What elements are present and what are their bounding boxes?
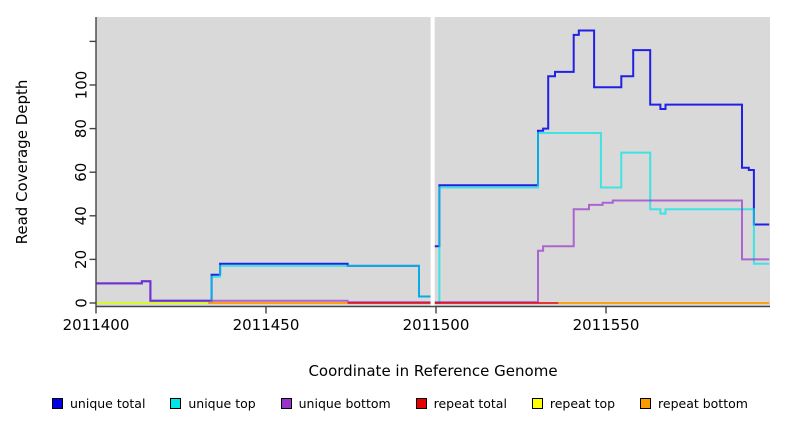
legend-swatch (170, 398, 182, 409)
series-line-unique-top (434, 132, 770, 304)
legend-swatch (640, 398, 652, 409)
y-tick-label: 0 (72, 298, 90, 308)
legend-label: unique total (70, 396, 146, 411)
series-line-unique-bottom (96, 280, 431, 304)
legend-label: repeat top (549, 396, 616, 411)
legend-label: unique top (188, 396, 256, 411)
legend-item-repeat-top: repeat top (531, 396, 616, 411)
x-tick-label: 2011500 (403, 316, 470, 334)
legend-item-unique-top: unique top (170, 396, 256, 411)
y-tick-label: 80 (72, 119, 90, 138)
legend-item-unique-bottom: unique bottom (280, 396, 391, 411)
legend-item-repeat-bottom: repeat bottom (640, 396, 748, 411)
y-tick-label: 20 (72, 250, 90, 269)
legend-label: unique bottom (298, 396, 391, 411)
x-axis-title: Coordinate in Reference Genome (308, 362, 557, 380)
no-data-gap (430, 17, 435, 307)
y-tick-label: 60 (72, 163, 90, 182)
y-tick-label: 40 (72, 206, 90, 225)
series-line-unique-top (96, 264, 431, 304)
legend-item-unique-total: unique total (52, 396, 145, 411)
legend-swatch (52, 398, 63, 409)
series-line-unique-bottom (434, 199, 770, 304)
legend-swatch (415, 398, 427, 409)
x-tick-label: 2011400 (63, 316, 130, 334)
coverage-chart: 0 20 40 60 80 100 2011400 2011450 2011500 2011550… (13, 17, 770, 411)
y-axis-title: Read Coverage Depth (13, 80, 31, 245)
coverage-plot-svg: 0 20 40 60 80 100 2011400 2011450 2011500 2011550… (13, 17, 770, 380)
legend-label: repeat total (433, 396, 507, 411)
series-line-unique-total (434, 29, 770, 248)
chart-legend: unique total unique top unique bottom repea… (0, 396, 792, 411)
y-tick-label: 100 (72, 71, 90, 100)
legend-swatch (280, 398, 292, 409)
legend-swatch (531, 398, 543, 409)
x-tick-label: 2011550 (573, 316, 640, 334)
legend-label: repeat bottom (658, 396, 748, 411)
legend-item-repeat-total: repeat total (415, 396, 507, 411)
plot-layer: 0 20 40 60 80 100 2011400 2011450 2011500 2011550 (63, 17, 770, 334)
x-tick-label: 2011450 (233, 316, 300, 334)
